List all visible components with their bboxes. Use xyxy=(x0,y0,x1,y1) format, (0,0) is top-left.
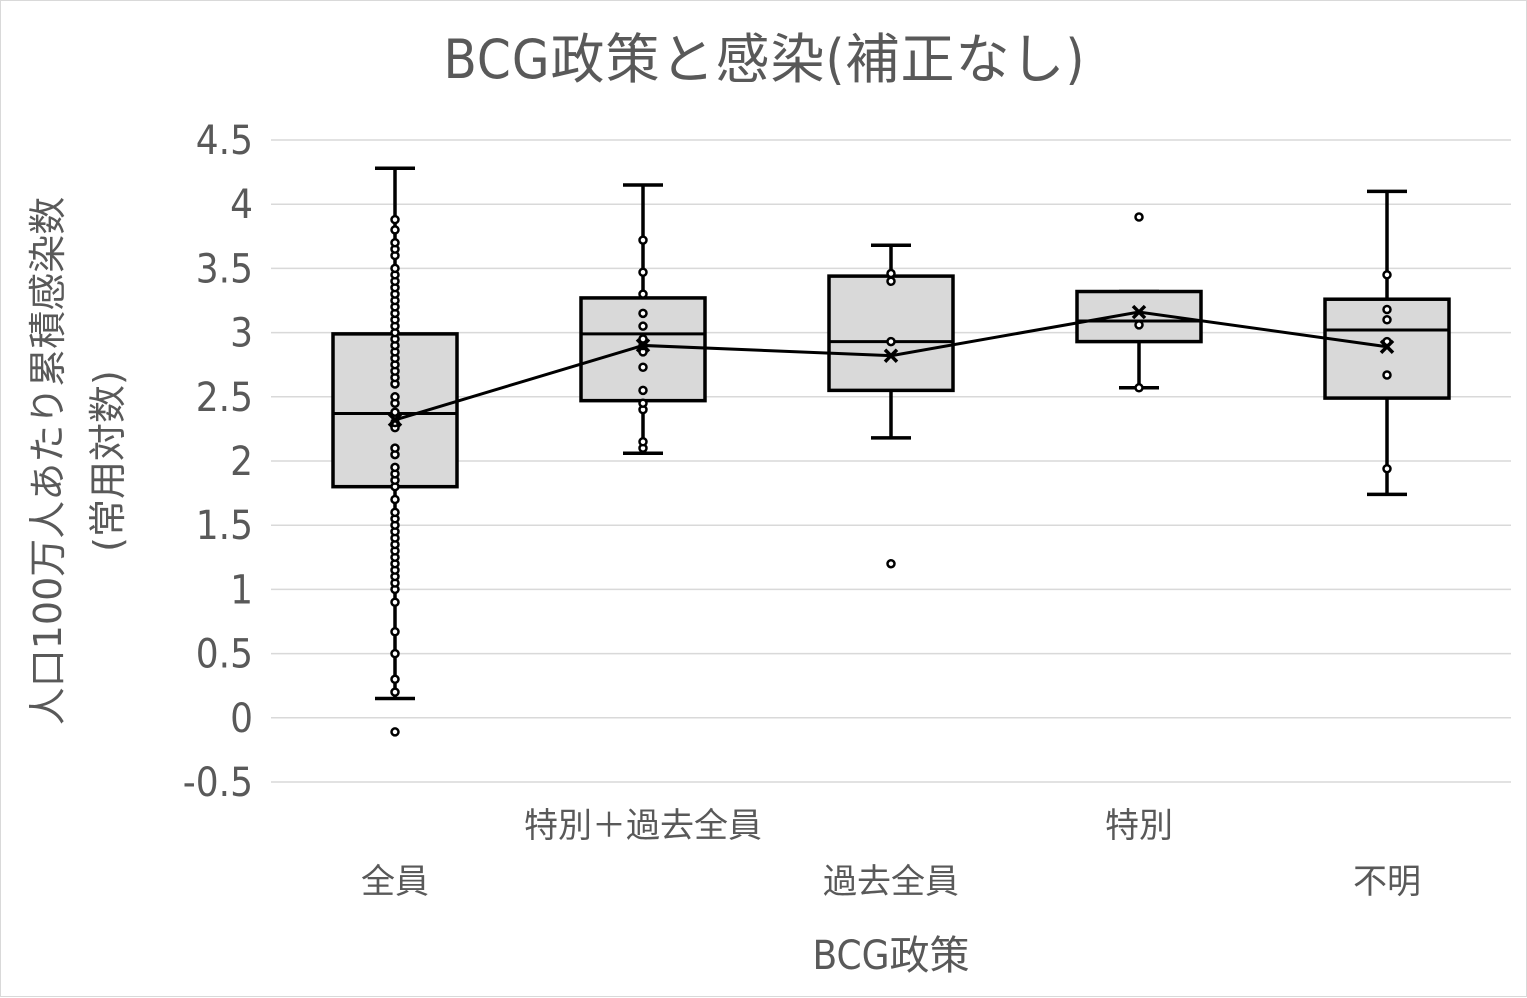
data-point xyxy=(390,687,400,697)
box-4 xyxy=(1075,212,1203,393)
data-point xyxy=(1134,383,1144,393)
chart-title: BCG政策と感染(補正なし) xyxy=(443,28,1086,91)
data-point xyxy=(638,289,648,299)
data-point xyxy=(886,558,896,569)
category-label: 特別＋過去全員 xyxy=(524,806,762,846)
y-tick-labels: 4.5 4 3.5 3 2.5 2 1.5 1 0.5 0 -0.5 xyxy=(183,118,253,806)
y-tick-label: 3 xyxy=(230,311,253,357)
data-point xyxy=(638,308,648,319)
mean-line-layer xyxy=(387,304,1395,428)
boxes xyxy=(331,166,1451,737)
category-label: 過去全員 xyxy=(823,862,959,902)
data-point xyxy=(390,263,400,274)
category-label: 特別 xyxy=(1105,806,1173,846)
mean-marker xyxy=(883,348,899,363)
data-point xyxy=(390,443,400,453)
mean-marker xyxy=(635,338,651,353)
mean-marker-stroke xyxy=(1131,304,1147,320)
box-1 xyxy=(331,166,459,737)
data-point xyxy=(638,321,648,331)
data-point xyxy=(390,214,400,225)
data-point xyxy=(638,334,648,344)
box-2 xyxy=(579,183,707,456)
mean-marker-stroke xyxy=(635,338,651,353)
data-point xyxy=(390,225,400,235)
data-point xyxy=(638,235,648,245)
data-point xyxy=(1382,270,1392,280)
y-axis-title-line-1: 人口100万人あたり累積感染数 xyxy=(26,197,70,726)
y-tick-label: 1 xyxy=(230,567,253,613)
y-tick-label: 2 xyxy=(230,439,253,485)
data-point xyxy=(390,627,400,637)
y-axis-title: 人口100万人あたり累積感染数 (常用対数) xyxy=(26,197,130,726)
data-point xyxy=(1134,320,1144,330)
y-tick-label: 4 xyxy=(230,182,253,228)
data-point xyxy=(390,407,400,417)
box-5 xyxy=(1323,189,1451,497)
data-point xyxy=(886,336,896,347)
data-point xyxy=(1134,212,1144,222)
y-tick-label: 4.5 xyxy=(196,118,253,164)
data-point xyxy=(638,385,648,396)
data-point xyxy=(390,648,400,659)
data-point xyxy=(390,597,400,607)
data-point xyxy=(390,392,400,402)
data-point xyxy=(638,436,648,447)
y-tick-label: 1.5 xyxy=(196,503,253,549)
box-3 xyxy=(827,243,955,569)
data-point xyxy=(1382,463,1392,474)
y-tick-label: 3.5 xyxy=(196,246,253,292)
category-label: 全員 xyxy=(361,862,429,902)
data-point xyxy=(886,276,896,286)
data-point xyxy=(390,462,400,473)
x-axis-title: BCG政策 xyxy=(812,933,969,979)
box-iqr xyxy=(1075,289,1203,344)
data-point xyxy=(390,494,400,505)
category-label: 不明 xyxy=(1353,862,1421,902)
mean-marker-stroke xyxy=(883,348,899,363)
data-point xyxy=(638,362,648,373)
mean-marker xyxy=(387,412,403,428)
data-point xyxy=(390,727,400,737)
data-point xyxy=(390,674,400,685)
y-tick-label: -0.5 xyxy=(183,760,253,806)
data-point xyxy=(390,237,400,248)
mean-marker-stroke xyxy=(387,412,403,428)
mean-marker xyxy=(1379,339,1395,354)
data-point xyxy=(1382,370,1392,380)
data-point xyxy=(638,267,648,278)
y-tick-label: 0 xyxy=(230,696,253,742)
data-point xyxy=(886,268,896,279)
data-point xyxy=(1382,304,1392,315)
data-point xyxy=(638,398,648,408)
y-tick-label: 2.5 xyxy=(196,375,253,421)
mean-marker-stroke xyxy=(1379,339,1395,354)
data-point xyxy=(1382,315,1392,325)
box-iqr xyxy=(827,274,955,393)
y-tick-label: 0.5 xyxy=(196,632,253,678)
data-point xyxy=(390,507,400,518)
y-axis-title-line-2: (常用対数) xyxy=(86,370,130,552)
mean-marker xyxy=(1131,304,1147,320)
